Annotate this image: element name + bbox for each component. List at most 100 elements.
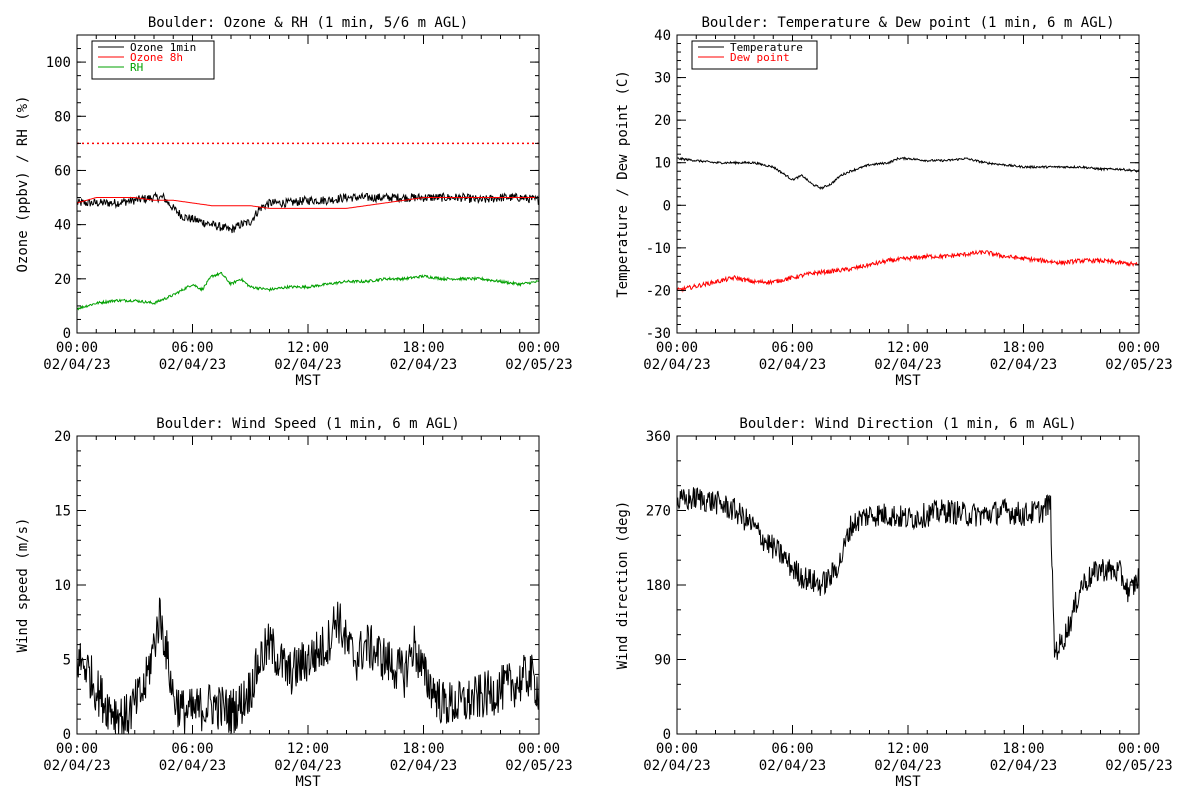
x-tick-label-date: 02/04/23 bbox=[390, 758, 457, 774]
legend-box bbox=[691, 40, 818, 70]
x-tick-label-date: 02/04/23 bbox=[759, 357, 826, 373]
x-tick-label-date: 02/04/23 bbox=[159, 758, 226, 774]
x-tick-label-date: 02/04/23 bbox=[159, 357, 226, 373]
series-line-rh bbox=[77, 271, 539, 311]
y-tick-label: 10 bbox=[54, 578, 71, 594]
y-tick-label: 5 bbox=[63, 653, 71, 669]
x-tick-label-date: 02/04/23 bbox=[43, 758, 110, 774]
y-tick-label: 30 bbox=[654, 71, 671, 87]
y-tick-label: 0 bbox=[663, 727, 671, 743]
panel-ozone_rh: Boulder: Ozone & RH (1 min, 5/6 m AGL) Oz… bbox=[15, 15, 573, 389]
series-line-data bbox=[677, 487, 1139, 660]
panel-temp_dew: Boulder: Temperature & Dew point (1 min,… bbox=[615, 15, 1173, 389]
x-tick-label-date: 02/04/23 bbox=[643, 357, 710, 373]
x-axis-label: MST bbox=[295, 373, 321, 389]
y-tick-label: 15 bbox=[54, 504, 71, 520]
x-tick-label-time: 06:00 bbox=[771, 340, 813, 356]
plot-area bbox=[677, 156, 1139, 293]
x-tick-label-time: 00:00 bbox=[56, 340, 98, 356]
legend-entry-label: Temperature bbox=[730, 41, 803, 54]
y-tick-label: 180 bbox=[646, 578, 671, 594]
y-axis-label: Temperature / Dew point (C) bbox=[615, 70, 631, 298]
x-tick-label-date: 02/04/23 bbox=[643, 758, 710, 774]
y-tick-label: -20 bbox=[646, 283, 671, 299]
series-line-dew-point bbox=[677, 249, 1139, 293]
x-tick-label-time: 12:00 bbox=[287, 340, 329, 356]
x-tick-label-date: 02/04/23 bbox=[874, 357, 941, 373]
y-tick-label: 0 bbox=[63, 727, 71, 743]
y-tick-label: 40 bbox=[54, 218, 71, 234]
x-tick-label-date: 02/05/23 bbox=[1105, 758, 1172, 774]
series-line-temperature bbox=[677, 156, 1139, 190]
x-tick-label-time: 00:00 bbox=[1118, 340, 1160, 356]
x-tick-label-date: 02/04/23 bbox=[990, 357, 1057, 373]
chart-title: Boulder: Wind Direction (1 min, 6 m AGL) bbox=[739, 416, 1076, 432]
panel-wind_speed: Boulder: Wind Speed (1 min, 6 m AGL) Wind… bbox=[15, 416, 573, 790]
y-tick-label: 20 bbox=[54, 272, 71, 288]
x-tick-label-time: 00:00 bbox=[518, 340, 560, 356]
y-tick-label: 10 bbox=[654, 156, 671, 172]
x-tick-label-time: 00:00 bbox=[656, 741, 698, 757]
plot-area bbox=[677, 487, 1139, 660]
y-axis-label: Ozone (ppbv) / RH (%) bbox=[15, 95, 31, 272]
x-tick-label-date: 02/05/23 bbox=[505, 758, 572, 774]
x-tick-label-date: 02/04/23 bbox=[43, 357, 110, 373]
plot-frame bbox=[676, 435, 1140, 735]
legend-entry-label: Ozone 1min bbox=[130, 41, 196, 54]
legend-entry-label: RH bbox=[130, 61, 143, 74]
y-tick-label: 80 bbox=[54, 109, 71, 125]
y-tick-label: 270 bbox=[646, 504, 671, 520]
x-tick-label-time: 06:00 bbox=[771, 741, 813, 757]
x-tick-label-time: 00:00 bbox=[518, 741, 560, 757]
y-tick-label: 360 bbox=[646, 429, 671, 445]
x-tick-label-date: 02/04/23 bbox=[274, 758, 341, 774]
y-tick-label: 0 bbox=[63, 326, 71, 342]
series-line-ozone-8h bbox=[77, 197, 539, 209]
x-tick-label-date: 02/04/23 bbox=[990, 758, 1057, 774]
y-tick-label: 90 bbox=[654, 653, 671, 669]
plot-area bbox=[77, 142, 539, 311]
x-axis-label: MST bbox=[895, 373, 921, 389]
x-tick-label-time: 12:00 bbox=[287, 741, 329, 757]
y-tick-label: 40 bbox=[654, 28, 671, 44]
y-tick-label: 20 bbox=[654, 113, 671, 129]
x-tick-label-time: 06:00 bbox=[171, 340, 213, 356]
chart-title: Boulder: Temperature & Dew point (1 min,… bbox=[701, 15, 1114, 31]
panel-wind_dir: Boulder: Wind Direction (1 min, 6 m AGL)… bbox=[615, 416, 1173, 790]
x-tick-label-time: 12:00 bbox=[887, 340, 929, 356]
x-tick-label-date: 02/04/23 bbox=[274, 357, 341, 373]
y-tick-label: -30 bbox=[646, 326, 671, 342]
x-tick-label-time: 12:00 bbox=[887, 741, 929, 757]
y-tick-label: 0 bbox=[663, 198, 671, 214]
x-tick-label-date: 02/04/23 bbox=[874, 758, 941, 774]
series-line-ozone-1min bbox=[77, 191, 539, 234]
chart-title: Boulder: Wind Speed (1 min, 6 m AGL) bbox=[156, 416, 459, 432]
legend-entry-label: Ozone 8h bbox=[130, 51, 183, 64]
x-tick-label-date: 02/04/23 bbox=[759, 758, 826, 774]
x-tick-label-time: 00:00 bbox=[56, 741, 98, 757]
plot-frame bbox=[76, 435, 540, 735]
legend-entry-label: Dew point bbox=[730, 51, 790, 64]
y-tick-label: 100 bbox=[46, 55, 71, 71]
y-tick-label: 20 bbox=[54, 429, 71, 445]
x-tick-label-time: 18:00 bbox=[1002, 340, 1044, 356]
x-tick-label-time: 06:00 bbox=[171, 741, 213, 757]
plot-frame bbox=[76, 34, 540, 334]
x-tick-label-time: 00:00 bbox=[656, 340, 698, 356]
plot-area bbox=[77, 597, 539, 734]
x-tick-label-date: 02/04/23 bbox=[390, 357, 457, 373]
x-axis-label: MST bbox=[295, 774, 321, 790]
y-tick-label: 60 bbox=[54, 163, 71, 179]
y-axis-label: Wind direction (deg) bbox=[615, 501, 631, 670]
x-tick-label-date: 02/05/23 bbox=[1105, 357, 1172, 373]
x-tick-label-time: 18:00 bbox=[402, 741, 444, 757]
y-tick-label: -10 bbox=[646, 241, 671, 257]
x-tick-label-date: 02/05/23 bbox=[505, 357, 572, 373]
y-axis-label: Wind speed (m/s) bbox=[15, 518, 31, 653]
x-tick-label-time: 18:00 bbox=[402, 340, 444, 356]
x-tick-label-time: 00:00 bbox=[1118, 741, 1160, 757]
series-line-data bbox=[77, 597, 539, 734]
